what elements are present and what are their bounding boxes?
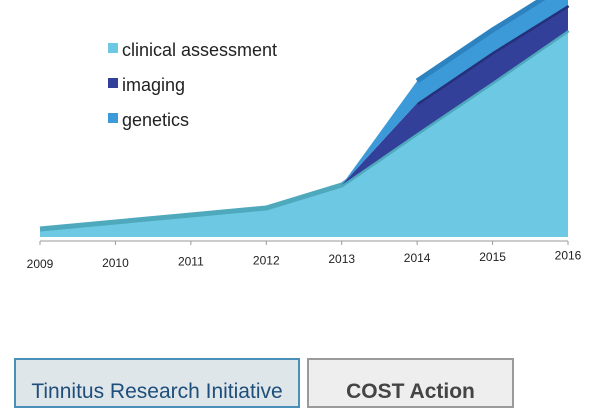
- x-tick-label: 2010: [102, 256, 129, 270]
- area-top-edge: [415, 0, 546, 84]
- legend-item-imaging: imaging: [108, 68, 277, 103]
- area-clinical-assessment: [40, 30, 568, 237]
- area-genetics: [40, 0, 568, 229]
- legend-label: imaging: [122, 75, 186, 95]
- x-tick-label: 2009: [27, 257, 54, 271]
- legend-item-genetics: genetics: [108, 103, 277, 138]
- legend-label: genetics: [122, 110, 190, 130]
- stacked-area-chart: 2009 2010 2011 2012 2013 2014 2015 2016: [27, 0, 582, 271]
- x-tick-label: 2016: [555, 249, 582, 263]
- x-tick-label: 2011: [178, 255, 204, 269]
- tinnitus-research-initiative-box: Tinnitus Research Initiative: [14, 358, 300, 408]
- legend-item-clinical: clinical assessment: [108, 33, 277, 68]
- legend-swatch: [108, 42, 118, 53]
- x-tick-label: 2012: [253, 253, 280, 267]
- x-tick-label: 2013: [328, 252, 355, 266]
- x-tick-label: 2015: [479, 250, 506, 264]
- legend-swatch: [108, 77, 118, 88]
- legend-label: clinical assessment: [122, 40, 278, 60]
- legend: clinical assessment imaging genetics: [108, 33, 277, 138]
- cost-action-box: COST Action: [307, 358, 514, 408]
- x-tick-label: 2014: [404, 251, 431, 265]
- legend-swatch: [108, 112, 118, 123]
